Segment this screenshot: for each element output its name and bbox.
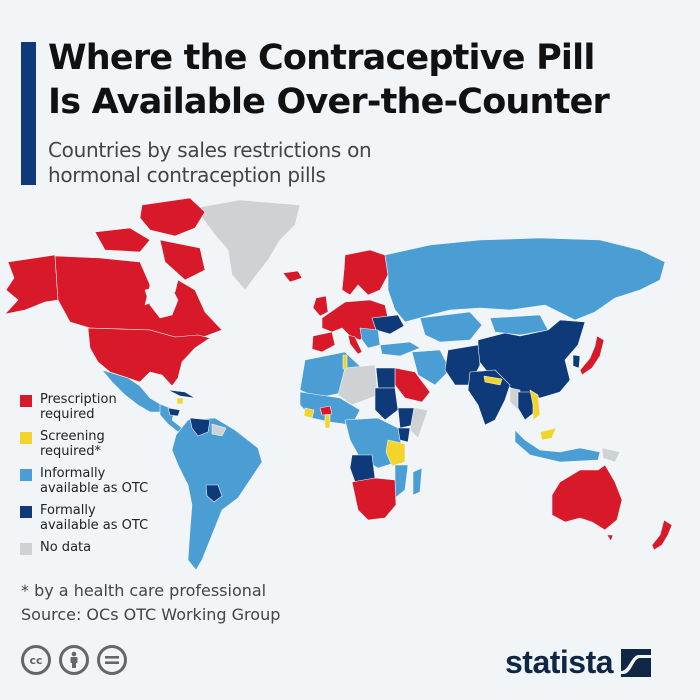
world-map <box>4 197 673 570</box>
region-tunisia <box>342 354 348 370</box>
region-malaysia <box>539 427 557 441</box>
legend-label: Screening required* <box>40 429 105 459</box>
region-usa <box>87 327 211 387</box>
region-australia <box>551 464 623 531</box>
legend-item-screening: Screening required* <box>20 429 210 459</box>
legend-label: Formally available as OTC <box>40 503 149 533</box>
region-jamaica <box>176 397 184 405</box>
legend-swatch-dark-blue <box>20 506 32 518</box>
region-korea <box>572 354 581 369</box>
region-myanmar <box>509 387 521 411</box>
chart-subtitle: Countries by sales restrictions on hormo… <box>48 138 468 188</box>
region-guyana <box>211 423 227 437</box>
cc-icon[interactable]: cc <box>21 645 51 675</box>
no-derivatives-icon[interactable] <box>97 645 127 675</box>
region-png <box>601 447 621 463</box>
region-mozambique <box>394 464 409 499</box>
footnote-block: * by a health care professional Source: … <box>21 579 280 627</box>
region-indonesia <box>514 429 601 463</box>
region-russia <box>384 237 666 323</box>
region-spain <box>311 331 336 353</box>
legend-item-informal-otc: Informally available as OTC <box>20 466 210 496</box>
region-canada-baffin <box>159 239 206 281</box>
statista-logo[interactable]: statista <box>505 644 652 681</box>
footnote: * by a health care professional <box>21 581 267 600</box>
license-icons: cc <box>21 645 127 675</box>
region-libya-niger-chad <box>337 364 379 406</box>
region-vietnam <box>529 389 541 421</box>
region-ukraine <box>371 314 405 335</box>
region-honduras <box>167 407 181 417</box>
attribution-icon[interactable] <box>59 645 89 675</box>
region-iran <box>411 349 451 386</box>
region-paraguay <box>205 484 223 503</box>
region-burkina-faso <box>319 405 333 416</box>
chart-title: Where the Contraceptive Pill Is Availabl… <box>48 36 698 124</box>
region-angola <box>349 454 376 483</box>
legend-label: No data <box>40 540 92 555</box>
region-cuba <box>167 389 196 399</box>
legend-swatch-yellow <box>20 432 32 444</box>
title-line-1: Where the Contraceptive Pill <box>48 38 595 78</box>
statista-wave-icon <box>621 648 652 677</box>
legend-swatch-light-blue <box>20 469 32 481</box>
legend-label: Prescription required <box>40 392 117 422</box>
subtitle-line-1: Countries by sales restrictions on <box>48 138 372 162</box>
region-balkans <box>359 327 381 349</box>
region-new-zealand <box>651 519 673 551</box>
region-nepal <box>483 375 503 386</box>
region-kenya <box>397 427 411 443</box>
legend-label: Informally available as OTC <box>40 466 149 496</box>
title-line-2: Is Available Over-the-Counter <box>48 82 610 122</box>
region-tanzania <box>385 439 406 467</box>
region-iceland <box>282 270 303 283</box>
region-scandinavia <box>341 249 389 296</box>
region-somalia <box>409 407 429 439</box>
region-greenland <box>194 199 301 291</box>
region-turkey <box>379 341 421 357</box>
map-legend: Prescription required Screening required… <box>20 392 210 562</box>
region-canada <box>54 255 223 341</box>
region-uk <box>312 295 329 317</box>
region-egypt <box>375 367 396 389</box>
brand-name: statista <box>505 644 614 680</box>
legend-item-prescription: Prescription required <box>20 392 210 422</box>
legend-swatch-red <box>20 395 32 407</box>
region-hudson-bay <box>144 284 179 319</box>
subtitle-line-2: hormonal contraception pills <box>48 163 326 187</box>
legend-swatch-gray <box>20 543 32 555</box>
region-alaska <box>4 254 59 315</box>
region-ghana <box>324 414 331 429</box>
region-mongolia <box>489 314 549 336</box>
region-madagascar <box>412 467 423 496</box>
region-southern-africa <box>351 477 397 521</box>
region-canada-arctic <box>139 197 206 237</box>
region-japan <box>579 335 605 376</box>
region-canada-arctic-2 <box>94 227 151 253</box>
region-italy <box>347 334 363 355</box>
region-kazakhstan <box>419 311 483 343</box>
source-line: Source: OCs OTC Working Group <box>21 605 281 624</box>
region-sudan <box>374 387 399 421</box>
region-thailand <box>517 391 536 421</box>
region-venezuela <box>189 417 211 437</box>
title-accent-bar <box>21 42 36 185</box>
legend-item-formal-otc: Formally available as OTC <box>20 503 210 533</box>
region-tasmania <box>606 534 614 542</box>
legend-item-no-data: No data <box>20 540 210 555</box>
region-guinea <box>303 407 315 419</box>
